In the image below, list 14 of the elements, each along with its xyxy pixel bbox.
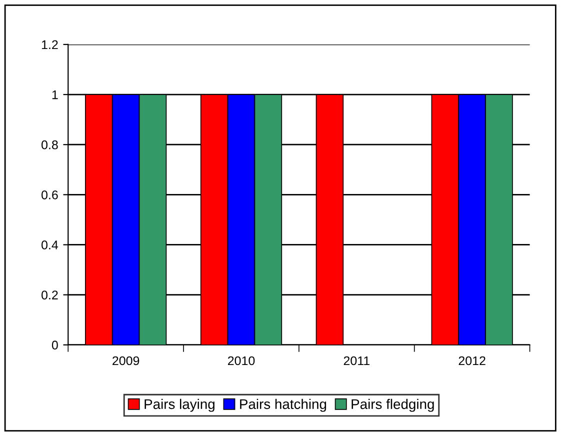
y-tick-label: 1 xyxy=(52,90,58,100)
y-tick-label: 1.2 xyxy=(42,40,58,49)
y-tick-label: 0.8 xyxy=(42,140,58,150)
legend-label: Pairs laying xyxy=(144,398,214,412)
x-tick-label: 2012 xyxy=(458,356,486,366)
legend-label: Pairs hatching xyxy=(240,398,326,412)
legend-label: Pairs fledging xyxy=(352,398,434,412)
x-tick-label: 2011 xyxy=(344,356,370,366)
y-tick-label: 0.6 xyxy=(42,190,58,200)
y-tick-label: 0 xyxy=(52,340,58,350)
x-tick-label: 2009 xyxy=(112,356,140,366)
x-tick-label: 2010 xyxy=(228,356,255,366)
y-tick-label: 0.2 xyxy=(42,290,58,300)
y-tick-label: 0.4 xyxy=(42,240,58,250)
